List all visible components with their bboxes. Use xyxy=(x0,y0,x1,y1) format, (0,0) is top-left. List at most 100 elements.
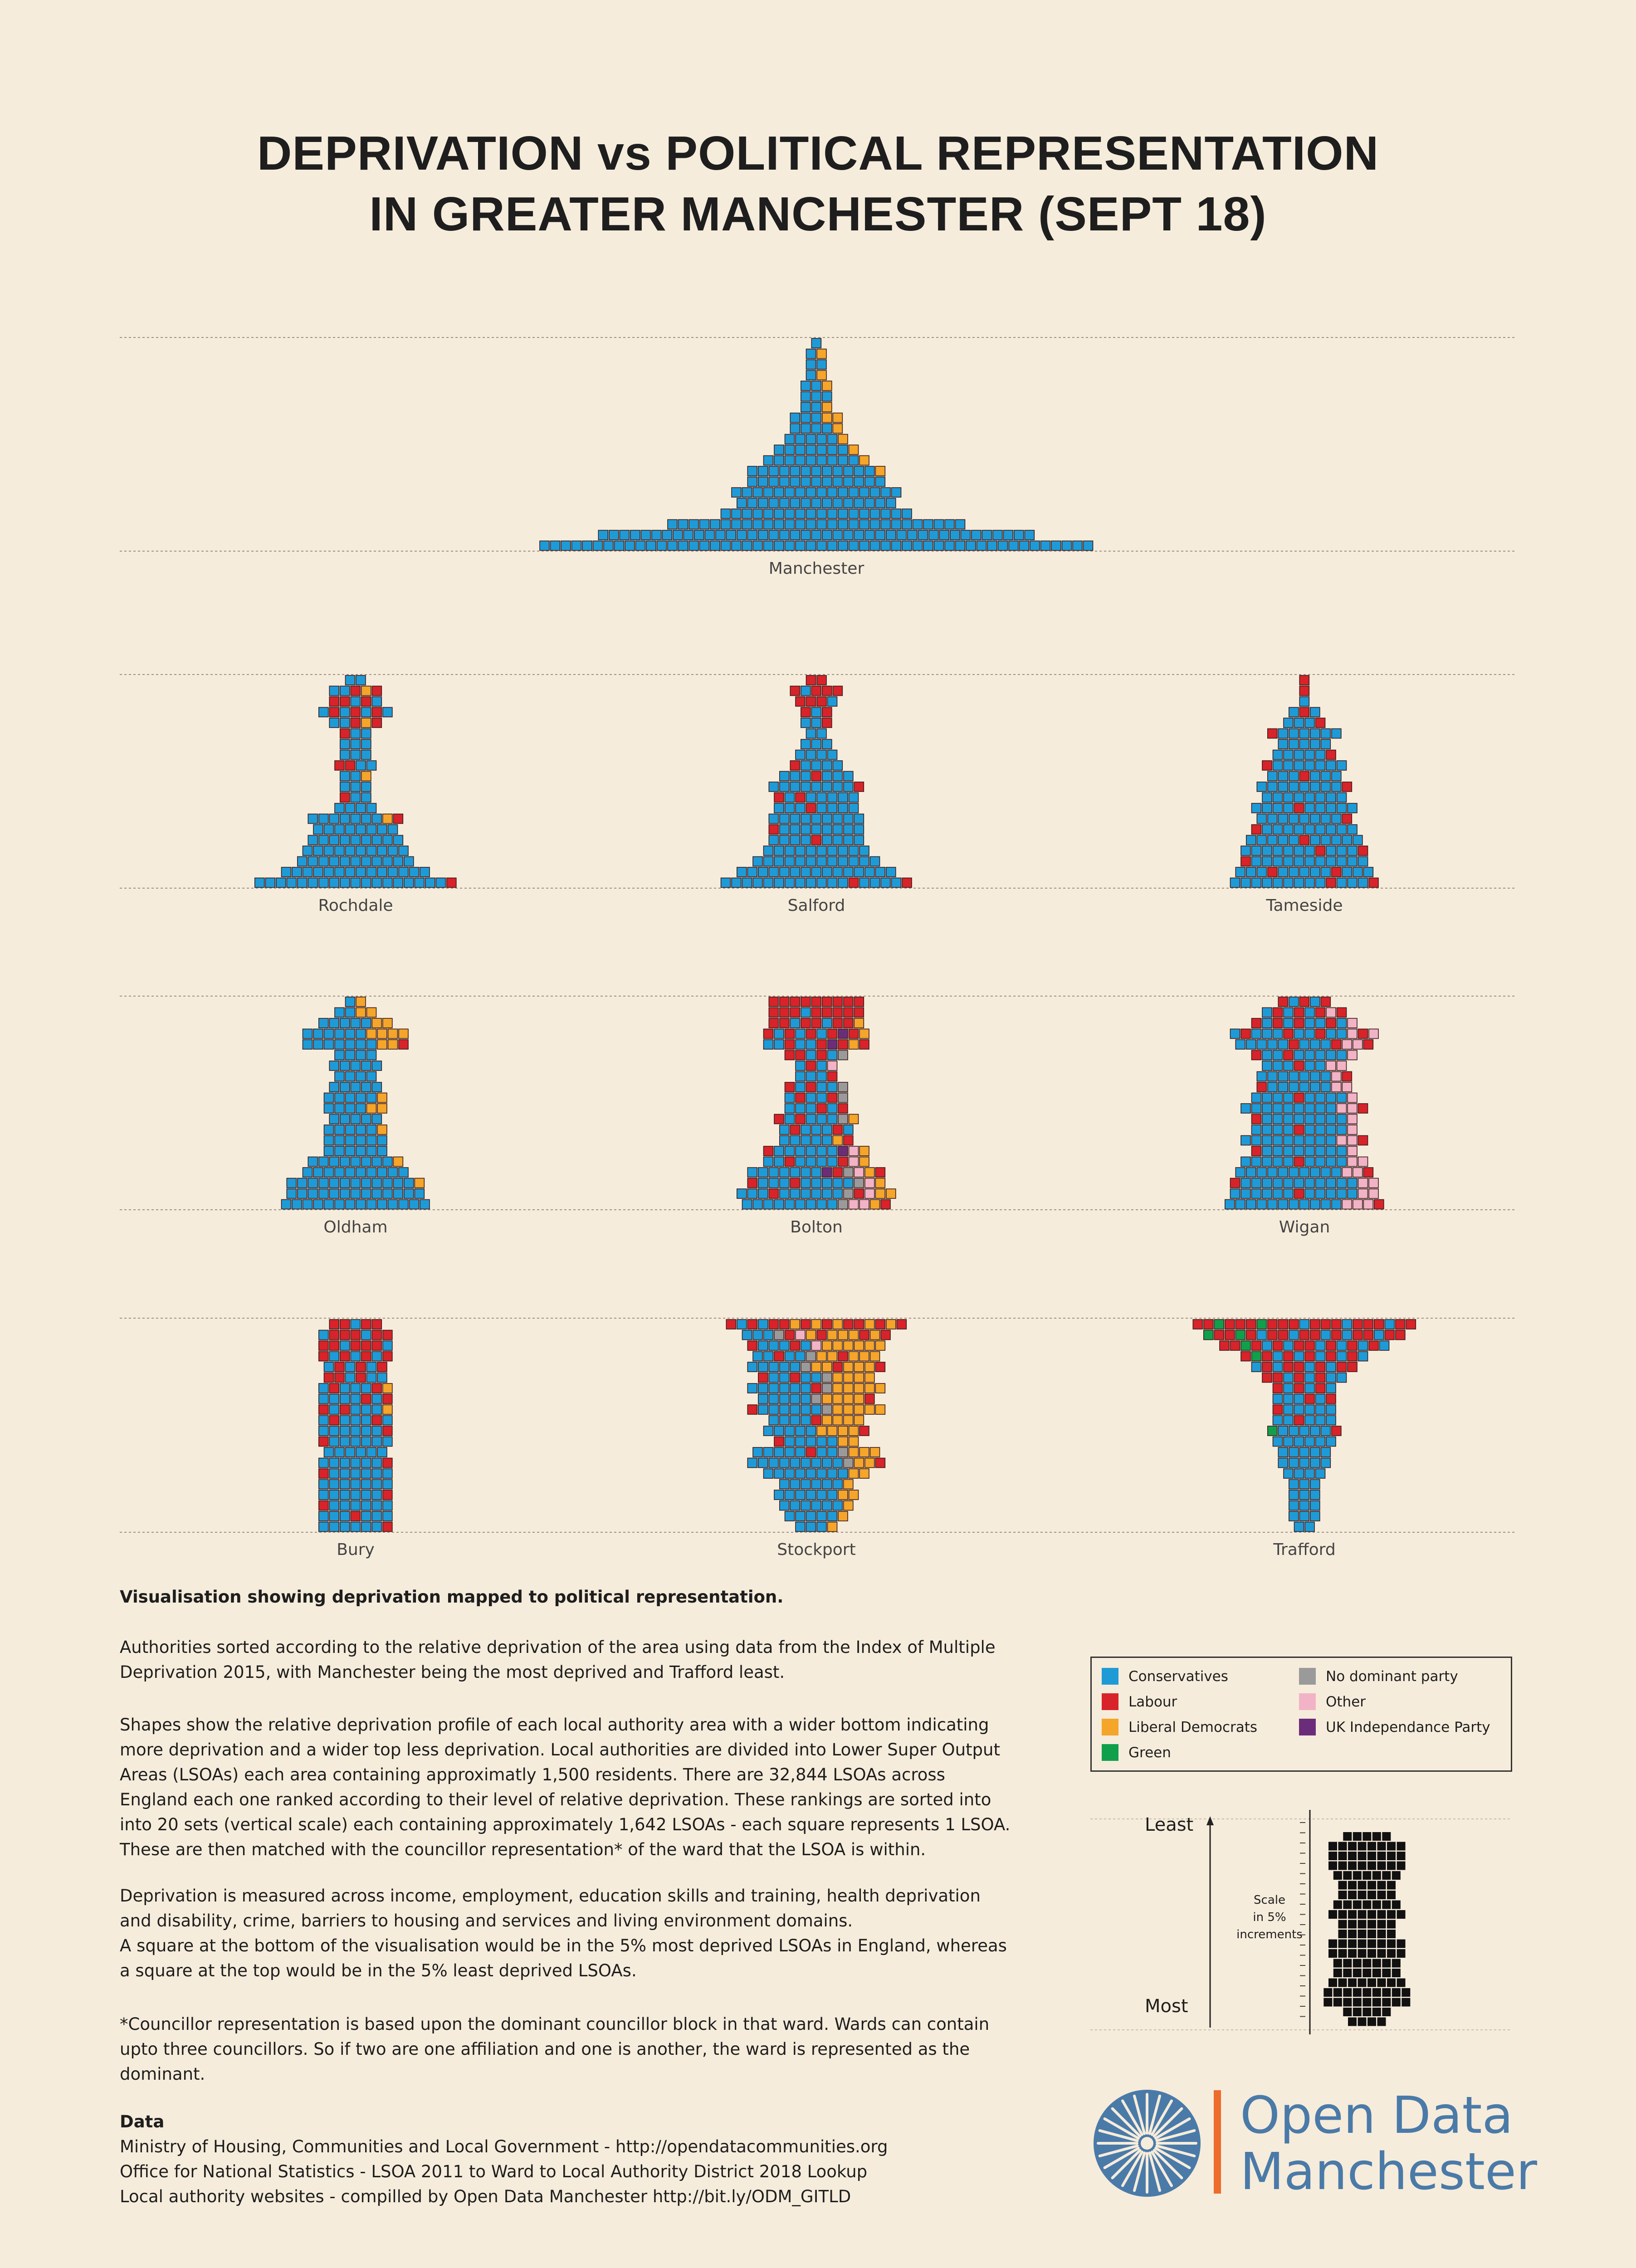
lsoa-square xyxy=(1326,1146,1336,1156)
lsoa-square xyxy=(1294,824,1304,835)
lsoa-square xyxy=(774,1156,784,1167)
lsoa-square xyxy=(790,1167,801,1178)
scale-example-square xyxy=(1338,1891,1347,1899)
lsoa-square xyxy=(1331,1330,1342,1340)
lsoa-square xyxy=(1326,1393,1336,1404)
scale-example-square xyxy=(1367,1910,1376,1919)
lsoa-square xyxy=(779,1178,790,1188)
lsoa-square xyxy=(806,1490,816,1500)
lsoa-square xyxy=(662,530,673,540)
scale-example-square xyxy=(1392,1900,1401,1909)
lsoa-square xyxy=(329,685,340,696)
lsoa-square xyxy=(832,530,843,540)
lsoa-square xyxy=(313,824,323,835)
lsoa-square xyxy=(918,530,928,540)
lsoa-square xyxy=(1342,835,1353,846)
lsoa-square xyxy=(1353,1039,1363,1050)
lsoa-square xyxy=(880,877,891,888)
scale-example-square xyxy=(1367,2017,1376,2026)
lsoa-square xyxy=(361,749,371,760)
lsoa-square xyxy=(382,707,393,718)
lsoa-square xyxy=(966,540,976,551)
lsoa-square xyxy=(811,498,822,508)
lsoa-square xyxy=(763,508,774,519)
lsoa-square xyxy=(1299,1071,1310,1082)
lsoa-square xyxy=(339,1511,350,1521)
lsoa-square xyxy=(1331,835,1342,846)
lsoa-square xyxy=(1336,760,1347,771)
lsoa-square xyxy=(366,1007,377,1018)
lsoa-square xyxy=(1289,728,1299,739)
logo-ray xyxy=(1121,2151,1143,2187)
lsoa-square xyxy=(848,508,859,519)
lsoa-square xyxy=(822,466,832,476)
lsoa-square xyxy=(752,508,763,519)
lsoa-square xyxy=(398,846,409,856)
lsoa-square xyxy=(1294,1156,1304,1167)
lsoa-square xyxy=(1272,1178,1283,1188)
lsoa-square xyxy=(1251,1362,1262,1372)
lsoa-square xyxy=(356,1167,366,1178)
lsoa-square xyxy=(779,1383,790,1393)
lsoa-square xyxy=(832,1018,843,1028)
lsoa-square xyxy=(1347,1114,1358,1124)
scale-example-square xyxy=(1338,1842,1347,1851)
lsoa-square xyxy=(1336,1114,1347,1124)
lsoa-square xyxy=(334,1167,345,1178)
scale-example-square xyxy=(1348,1920,1357,1929)
lsoa-square xyxy=(816,1061,827,1071)
lsoa-square xyxy=(1289,835,1299,846)
lsoa-square xyxy=(1240,877,1251,888)
lsoa-square xyxy=(779,867,790,877)
lsoa-square xyxy=(1272,749,1283,760)
scale-example-square xyxy=(1358,1930,1367,1938)
lsoa-square xyxy=(1304,760,1315,771)
legend-label: Labour xyxy=(1128,1693,1177,1710)
scale-example-square xyxy=(1333,1959,1342,1968)
lsoa-square xyxy=(1262,1351,1272,1362)
lsoa-square xyxy=(371,1468,382,1479)
lsoa-square xyxy=(1246,1319,1256,1330)
pyramid-manchester xyxy=(539,338,1094,551)
lsoa-square xyxy=(784,540,795,551)
data-source-line: Local authority websites - compilled by … xyxy=(120,2187,851,2206)
lsoa-square xyxy=(859,508,869,519)
lsoa-square xyxy=(1384,1319,1395,1330)
lsoa-square xyxy=(843,1393,854,1404)
lsoa-square xyxy=(1347,1124,1358,1135)
lsoa-square xyxy=(811,771,822,782)
lsoa-square xyxy=(1299,835,1310,846)
lsoa-square xyxy=(1304,1340,1315,1351)
scale-example-square xyxy=(1372,1832,1381,1841)
lsoa-square xyxy=(1304,1092,1315,1103)
lsoa-square xyxy=(838,1114,848,1124)
lsoa-square xyxy=(1272,1028,1283,1039)
lsoa-square xyxy=(1294,1092,1304,1103)
lsoa-square xyxy=(361,685,371,696)
lsoa-square xyxy=(758,1372,768,1383)
lsoa-square xyxy=(371,1521,382,1532)
logo-ray xyxy=(1155,2144,1196,2157)
scale-example-square xyxy=(1358,1881,1367,1890)
lsoa-square xyxy=(1294,1018,1304,1028)
lsoa-square xyxy=(811,1372,822,1383)
lsoa-square xyxy=(1262,792,1272,803)
lsoa-square xyxy=(339,1114,350,1124)
lsoa-square xyxy=(795,1114,806,1124)
scale-example-square xyxy=(1397,1910,1406,1919)
logo-ray xyxy=(1098,2144,1139,2157)
lsoa-square xyxy=(1251,846,1262,856)
lsoa-square xyxy=(403,856,414,867)
lsoa-square xyxy=(1294,1103,1304,1114)
lsoa-square xyxy=(790,824,801,835)
lsoa-square xyxy=(345,1362,356,1372)
lsoa-square xyxy=(838,1039,848,1050)
lsoa-square xyxy=(832,1135,843,1146)
lsoa-square xyxy=(875,1319,886,1330)
lsoa-square xyxy=(768,530,779,540)
lsoa-square xyxy=(848,1114,859,1124)
scale-example-square xyxy=(1358,1910,1367,1919)
lsoa-square xyxy=(784,508,795,519)
lsoa-square xyxy=(1353,867,1363,877)
lsoa-square xyxy=(356,675,366,685)
